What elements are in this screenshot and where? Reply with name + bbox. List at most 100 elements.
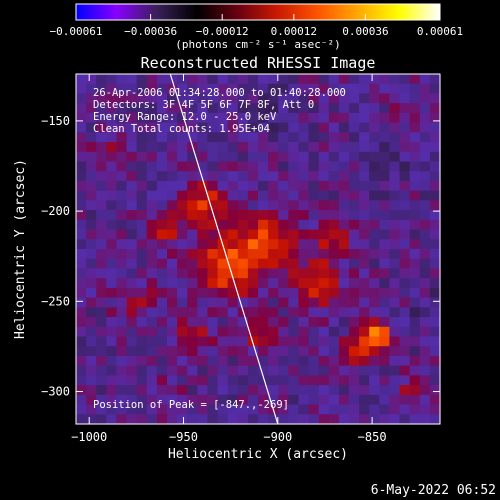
heatmap-cell bbox=[379, 287, 391, 299]
heatmap-cell bbox=[268, 355, 279, 367]
heatmap-cell bbox=[359, 200, 370, 211]
heatmap-cell bbox=[156, 287, 168, 299]
heatmap-cell bbox=[116, 346, 128, 357]
heatmap-cell bbox=[187, 132, 198, 143]
heatmap-cell bbox=[349, 112, 360, 124]
heatmap-cell bbox=[146, 249, 158, 260]
heatmap-cell bbox=[116, 190, 128, 201]
heatmap-cell bbox=[156, 326, 168, 338]
annotation-energy-range: Energy Range: 12.0 - 25.0 keV bbox=[93, 111, 277, 123]
heatmap-cell bbox=[298, 74, 310, 85]
heatmap-cell bbox=[126, 103, 138, 114]
heatmap-cell bbox=[429, 317, 441, 328]
heatmap-cell bbox=[136, 171, 148, 182]
heatmap-cell bbox=[389, 375, 401, 386]
heatmap-cell bbox=[379, 112, 391, 124]
heatmap-cell bbox=[247, 210, 259, 221]
heatmap-cell bbox=[258, 336, 269, 347]
heatmap-cell bbox=[318, 74, 330, 85]
heatmap-cell bbox=[379, 132, 391, 143]
heatmap-cell bbox=[207, 258, 219, 270]
heatmap-cell bbox=[156, 219, 168, 231]
heatmap-cell bbox=[318, 268, 330, 279]
heatmap-cell bbox=[338, 287, 350, 299]
heatmap-cell bbox=[207, 93, 219, 104]
heatmap-cell bbox=[288, 365, 300, 376]
heatmap-cell bbox=[116, 297, 128, 308]
heatmap-cell bbox=[359, 326, 370, 338]
x-tick-label: −850 bbox=[358, 430, 387, 444]
heatmap-cell bbox=[359, 355, 370, 367]
heatmap-cell bbox=[349, 229, 360, 240]
heatmap-cell bbox=[106, 258, 118, 270]
heatmap-cell bbox=[328, 287, 340, 299]
heatmap-cell bbox=[258, 132, 269, 143]
heatmap-cell bbox=[237, 229, 249, 240]
heatmap-cell bbox=[298, 287, 310, 299]
heatmap-cell bbox=[338, 83, 350, 95]
heatmap-cell bbox=[278, 151, 289, 163]
heatmap-cell bbox=[298, 180, 310, 192]
heatmap-cell bbox=[217, 258, 229, 270]
heatmap-cell bbox=[116, 93, 128, 104]
heatmap-cell bbox=[197, 346, 209, 357]
heatmap-cell bbox=[338, 307, 350, 318]
heatmap-cell bbox=[338, 297, 350, 308]
heatmap-cell bbox=[187, 414, 198, 425]
heatmap-cell bbox=[126, 93, 138, 104]
annotation-detectors: Detectors: 3F 4F 5F 6F 7F 8F, Att 0 bbox=[93, 99, 314, 111]
heatmap-cell bbox=[278, 287, 289, 299]
heatmap-cell bbox=[247, 83, 259, 95]
heatmap-cell bbox=[389, 190, 401, 201]
heatmap-cell bbox=[86, 210, 97, 221]
heatmap-cell bbox=[247, 394, 259, 406]
heatmap-cell bbox=[116, 112, 128, 124]
heatmap-cell bbox=[409, 112, 421, 124]
heatmap-cell bbox=[288, 210, 300, 221]
heatmap-cell bbox=[126, 112, 138, 124]
heatmap-cell bbox=[359, 268, 370, 279]
heatmap-cell bbox=[96, 151, 107, 163]
heatmap-cell bbox=[96, 171, 107, 182]
heatmap-cell bbox=[369, 103, 380, 114]
heatmap-cell bbox=[126, 297, 138, 308]
heatmap-cell bbox=[328, 180, 340, 192]
heatmap-cell bbox=[278, 336, 289, 347]
heatmap-cell bbox=[86, 200, 97, 211]
heatmap-cell bbox=[197, 307, 209, 318]
heatmap-cell bbox=[318, 103, 330, 114]
heatmap-cell bbox=[86, 258, 97, 270]
heatmap-cell bbox=[278, 200, 289, 211]
heatmap-cell bbox=[207, 317, 219, 328]
heatmap-cell bbox=[136, 278, 148, 289]
heatmap-cell bbox=[308, 355, 320, 367]
heatmap-cell bbox=[136, 229, 148, 240]
heatmap-cell bbox=[419, 142, 431, 153]
heatmap-cell bbox=[318, 219, 330, 231]
heatmap-cell bbox=[318, 278, 330, 289]
heatmap-cell bbox=[136, 132, 148, 143]
heatmap-cell bbox=[156, 122, 168, 133]
heatmap-cell bbox=[318, 122, 330, 133]
heatmap-cell bbox=[288, 190, 300, 201]
heatmap-cell bbox=[429, 151, 441, 163]
heatmap-cell bbox=[288, 404, 300, 415]
heatmap-cell bbox=[76, 307, 87, 318]
heatmap-cell bbox=[419, 171, 431, 182]
heatmap-cell bbox=[298, 219, 310, 231]
heatmap-cell bbox=[268, 239, 279, 250]
heatmap-cell bbox=[86, 278, 97, 289]
heatmap-cell bbox=[207, 103, 219, 114]
heatmap-cell bbox=[76, 161, 87, 172]
heatmap-cell bbox=[167, 142, 178, 153]
heatmap-cell bbox=[278, 74, 289, 85]
heatmap-cell bbox=[369, 258, 380, 270]
heatmap-cell bbox=[227, 375, 239, 386]
heatmap-cell bbox=[136, 219, 148, 231]
heatmap-cell bbox=[278, 385, 289, 396]
heatmap-cell bbox=[177, 132, 188, 143]
heatmap-cell bbox=[187, 365, 198, 376]
heatmap-cell bbox=[86, 83, 97, 95]
heatmap-cell bbox=[106, 171, 118, 182]
heatmap-cell bbox=[338, 210, 350, 221]
